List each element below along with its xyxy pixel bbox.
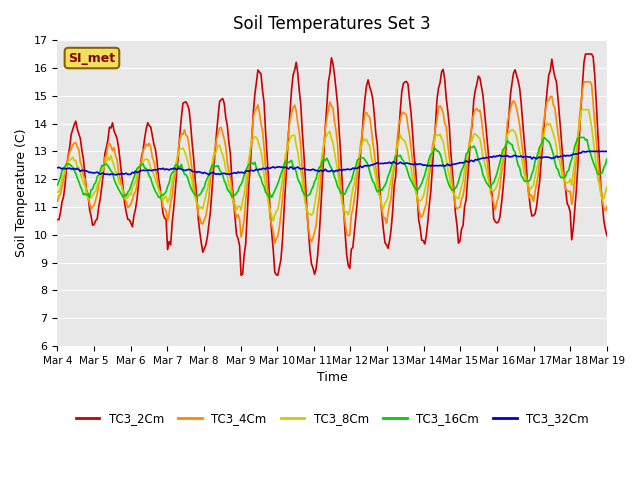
Legend: TC3_2Cm, TC3_4Cm, TC3_8Cm, TC3_16Cm, TC3_32Cm: TC3_2Cm, TC3_4Cm, TC3_8Cm, TC3_16Cm, TC3… (71, 407, 593, 430)
X-axis label: Time: Time (317, 372, 348, 384)
Title: Soil Temperatures Set 3: Soil Temperatures Set 3 (234, 15, 431, 33)
Y-axis label: Soil Temperature (C): Soil Temperature (C) (15, 129, 28, 257)
Text: SI_met: SI_met (68, 51, 115, 64)
